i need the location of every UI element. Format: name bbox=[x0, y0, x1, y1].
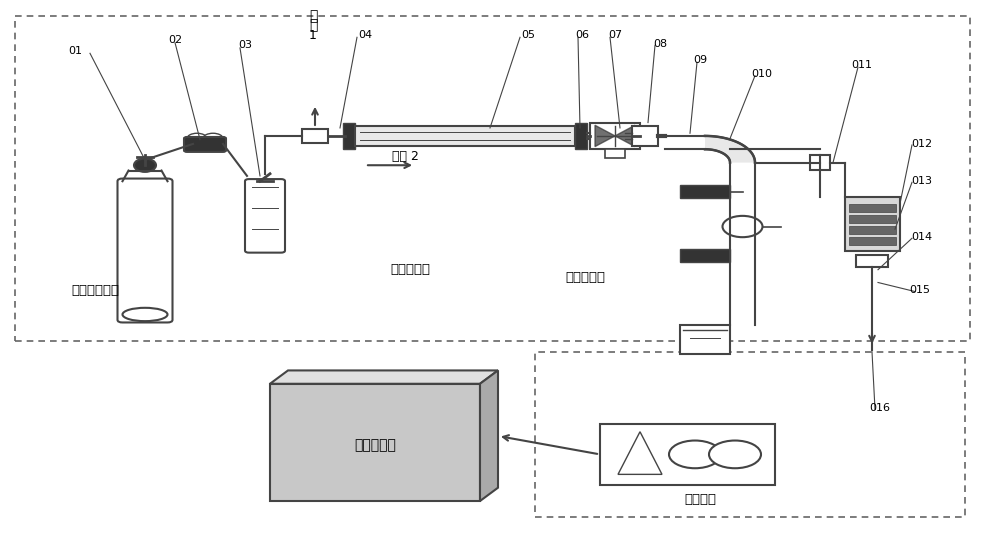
Bar bbox=[590, 123, 640, 149]
Text: 燃料棒上端: 燃料棒上端 bbox=[390, 263, 430, 276]
Polygon shape bbox=[595, 125, 615, 147]
Bar bbox=[845, 197, 900, 251]
Text: 气相色谱仪: 气相色谱仪 bbox=[354, 438, 396, 452]
Circle shape bbox=[722, 216, 762, 237]
Polygon shape bbox=[270, 370, 498, 384]
Polygon shape bbox=[615, 125, 635, 147]
Bar bbox=[575, 123, 587, 149]
Bar bbox=[856, 255, 888, 266]
Circle shape bbox=[203, 133, 223, 144]
Text: 08: 08 bbox=[653, 39, 667, 49]
Text: 02: 02 bbox=[168, 35, 182, 45]
Text: 012: 012 bbox=[911, 139, 933, 149]
Polygon shape bbox=[480, 370, 498, 501]
Text: 07: 07 bbox=[608, 30, 622, 39]
Text: 当量水量部分: 当量水量部分 bbox=[71, 284, 119, 297]
Bar bbox=[849, 226, 896, 234]
Text: 015: 015 bbox=[910, 286, 930, 295]
Text: 气路 2: 气路 2 bbox=[392, 150, 418, 163]
Bar bbox=[680, 249, 730, 262]
Bar bbox=[680, 325, 730, 354]
Text: 013: 013 bbox=[912, 176, 932, 186]
Polygon shape bbox=[705, 136, 755, 163]
Bar bbox=[605, 149, 625, 158]
FancyBboxPatch shape bbox=[118, 179, 173, 322]
Bar bbox=[270, 384, 480, 501]
Text: 014: 014 bbox=[911, 232, 933, 242]
Bar bbox=[849, 204, 896, 212]
Ellipse shape bbox=[134, 158, 156, 172]
Text: 04: 04 bbox=[358, 30, 372, 39]
Bar bbox=[849, 237, 896, 245]
Ellipse shape bbox=[122, 308, 168, 321]
FancyBboxPatch shape bbox=[184, 137, 226, 152]
Bar bbox=[302, 129, 328, 143]
Text: 收集装置: 收集装置 bbox=[684, 494, 716, 506]
Text: 03: 03 bbox=[238, 41, 252, 50]
Circle shape bbox=[669, 440, 721, 469]
Text: 01: 01 bbox=[68, 46, 82, 55]
Text: 011: 011 bbox=[852, 60, 872, 70]
Text: 06: 06 bbox=[575, 30, 589, 39]
Text: 09: 09 bbox=[693, 55, 707, 65]
Text: 010: 010 bbox=[752, 69, 772, 78]
Polygon shape bbox=[618, 432, 662, 474]
Bar bbox=[343, 123, 355, 149]
Text: 路: 路 bbox=[309, 19, 317, 33]
Bar bbox=[535, 352, 965, 517]
Bar bbox=[15, 16, 970, 341]
Text: 燃料棒下端: 燃料棒下端 bbox=[565, 271, 605, 284]
Circle shape bbox=[187, 133, 207, 144]
Text: 气: 气 bbox=[309, 9, 317, 23]
Bar bbox=[600, 424, 775, 485]
Text: 1: 1 bbox=[309, 29, 317, 42]
Bar bbox=[632, 126, 658, 146]
Bar bbox=[680, 185, 730, 198]
Circle shape bbox=[709, 440, 761, 469]
Bar bbox=[355, 126, 575, 146]
Text: 05: 05 bbox=[521, 30, 535, 39]
FancyBboxPatch shape bbox=[245, 179, 285, 253]
Text: 016: 016 bbox=[870, 403, 891, 413]
Bar bbox=[810, 155, 830, 170]
Bar bbox=[849, 215, 896, 223]
